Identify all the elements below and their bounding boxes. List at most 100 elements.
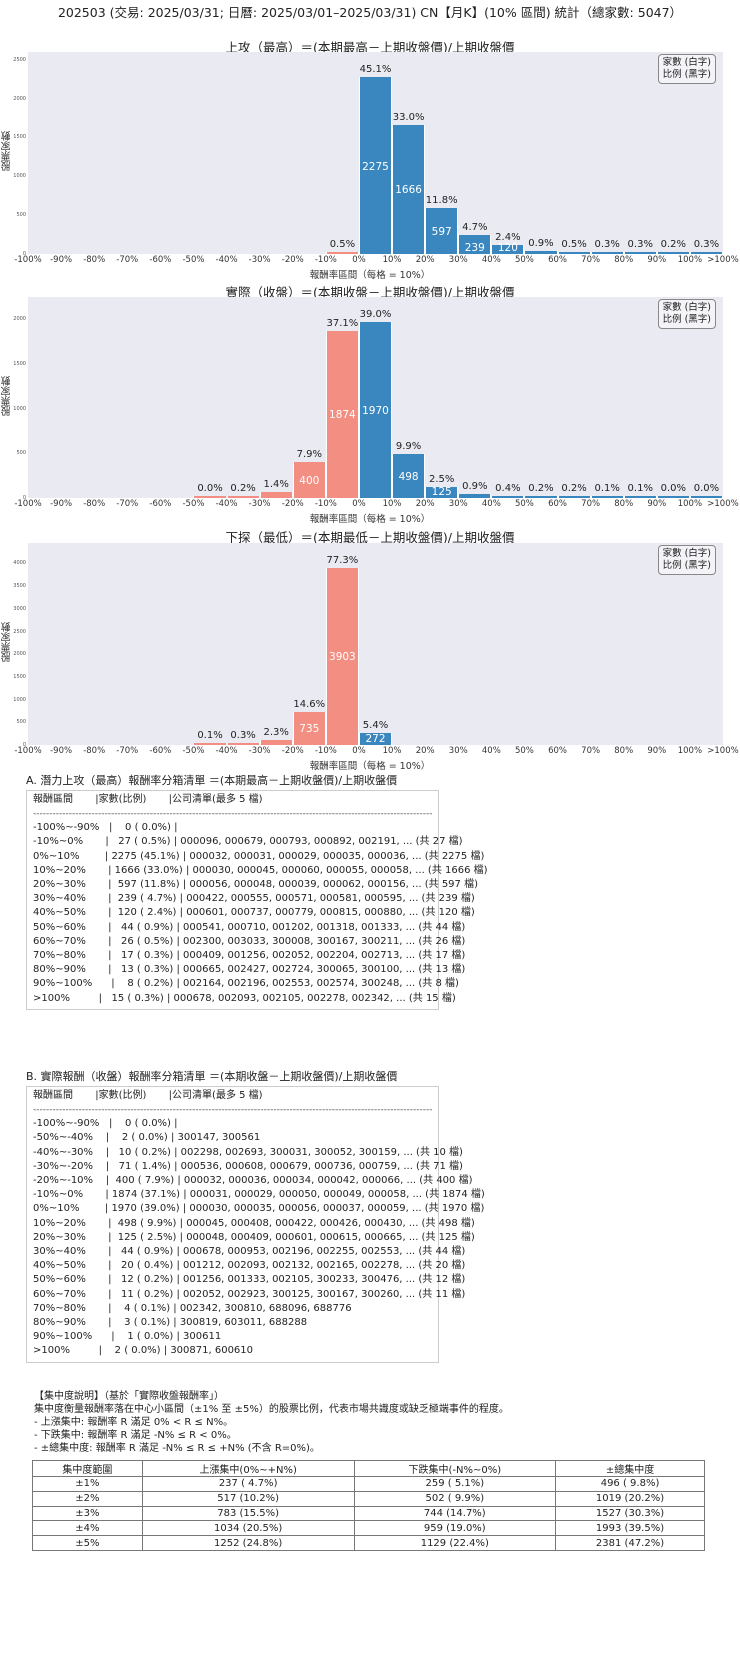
legend-count-text: 家數 (白字) [662, 57, 711, 68]
list-row: 50%~60% | 44 ( 0.9%) | 000541, 000710, 0… [33, 921, 466, 933]
table-cell: ±2% [32, 1490, 143, 1507]
bar-percent-label: 0.2% [660, 239, 687, 250]
bar-percent-label: 0.3% [594, 239, 620, 250]
x-tick: 40% [481, 255, 501, 265]
bar-count-label: 1970 [362, 405, 389, 418]
table-cell: 1527 (30.3%) [555, 1505, 705, 1522]
x-tick: -20% [281, 255, 304, 265]
bar-count-label: 400 [299, 475, 320, 488]
list-row: -50%~-40% | 2 ( 0.0%) | 300147, 300561 [33, 1132, 261, 1144]
histogram-bar [590, 252, 624, 254]
x-tick: 30% [448, 746, 468, 756]
table-cell: ±5% [32, 1535, 143, 1551]
y-tick: 1500 [13, 673, 26, 680]
bar-percent-label: 9.9% [395, 440, 422, 452]
table-cell: 1129 (22.4%) [353, 1535, 557, 1551]
x-tick: -30% [248, 255, 271, 265]
bar-percent-label: 0.2% [561, 483, 587, 494]
list-row: 60%~70% | 26 ( 0.5%) | 002300, 003033, 3… [33, 935, 466, 947]
bar-percent-label: 0.2% [230, 483, 256, 494]
list-row: -20%~-10% | 400 ( 7.9%) | 000032, 000036… [33, 1175, 473, 1187]
histogram-bar [524, 496, 558, 498]
x-tick: -70% [116, 255, 139, 265]
histogram-bar [623, 252, 657, 254]
section-a-list: 報酬區間 |家數(比例) |公司清單(最多 5 檔) -------------… [26, 790, 488, 1010]
x-tick: >100% [707, 746, 739, 756]
x-tick: 30% [448, 255, 468, 265]
y-tick: 2000 [13, 95, 26, 102]
legend-count-text: 家數 (白字) [662, 302, 711, 313]
x-tick: 50% [514, 746, 534, 756]
table-cell: ±1% [32, 1476, 143, 1492]
table-cell: ±4% [32, 1520, 143, 1537]
bar-percent-label: 2.5% [428, 473, 455, 485]
list-row: >100% | 15 ( 0.3%) | 000678, 002093, 002… [33, 992, 456, 1004]
table-cell: 1993 (39.5%) [555, 1520, 705, 1537]
y-tick: 0 [22, 251, 26, 257]
histogram-bar [491, 496, 525, 498]
x-tick: -50% [182, 255, 205, 265]
bar-count-label: 272 [365, 733, 386, 745]
table-row: ±2% 517 (10.2%) 502 ( 9.9%) 1019 (20.2%) [32, 1490, 705, 1507]
legend-box: 家數 (白字) 比例 (黑字) [657, 545, 716, 575]
x-tick: 80% [614, 746, 634, 756]
table-cell: 959 (19.0%) [353, 1520, 557, 1537]
legend-ratio-text: 比例 (黑字) [662, 560, 711, 571]
table-cell: 237 ( 4.7%) [141, 1476, 355, 1492]
y-tick: 2000 [13, 651, 26, 658]
x-tick: -80% [83, 255, 106, 265]
list-divider: ----------------------------------------… [33, 809, 432, 820]
chart-title: 下探（最低）＝(本期最低－上期收盤價)/上期收盤價 [225, 530, 515, 545]
table-cell: ±3% [32, 1505, 143, 1522]
table-row: ±1% 237 ( 4.7%) 259 ( 5.1%) 496 ( 9.8%) [32, 1476, 705, 1492]
histogram-bar [656, 252, 690, 254]
list-row: 10%~20% | 498 ( 9.9%) | 000045, 000408, … [33, 1217, 475, 1229]
bar-count-label: 735 [299, 723, 320, 736]
y-tick: 2500 [13, 56, 26, 63]
histogram-bar [689, 252, 723, 254]
x-tick: -30% [248, 499, 271, 509]
bar-percent-label: 11.8% [425, 194, 458, 206]
list-row: -30%~-20% | 71 ( 1.4%) | 000536, 000608,… [33, 1160, 463, 1172]
bar-percent-label: 0.4% [495, 483, 521, 494]
column-header: 上漲集中(0%~+N%) [141, 1460, 355, 1477]
legend-count-text: 家數 (白字) [662, 548, 711, 559]
histogram-bar [259, 491, 293, 498]
x-tick: -50% [182, 499, 205, 509]
x-tick: -90% [50, 746, 73, 756]
legend-ratio-text: 比例 (黑字) [662, 314, 711, 325]
histogram-bar [193, 743, 227, 745]
list-row: 50%~60% | 12 ( 0.2%) | 001256, 001333, 0… [33, 1274, 466, 1286]
list-row: 70%~80% | 4 ( 0.1%) | 002342, 300810, 68… [33, 1302, 352, 1314]
bar-percent-label: 0.0% [693, 483, 720, 494]
plot-area: 0.0% 0.2% 1.4% 7.9% 400 37.1% 1874 39.0% 1970 9.9… [28, 297, 723, 498]
x-tick: -100% [14, 499, 42, 509]
histogram-bar [392, 124, 426, 254]
table-cell: 783 (15.5%) [141, 1505, 355, 1522]
list-row: -10%~0% | 1874 (37.1%) | 000031, 000029,… [33, 1189, 485, 1201]
bar-percent-label: 39.0% [359, 309, 392, 321]
column-header: 集中度範圍 [32, 1460, 143, 1477]
concentration-explanation: 【集中度說明】（基於「實際收盤報酬率」） 集中度衡量報酬率落在中心小區間（±1%… [34, 1390, 509, 1455]
histogram-bar [259, 739, 293, 745]
list-row: 0%~10% | 2275 (45.1%) | 000032, 000031, … [33, 850, 485, 862]
bar-percent-label: 14.6% [293, 698, 326, 710]
bar-percent-label: 0.9% [528, 237, 554, 249]
x-tick: -40% [215, 499, 238, 509]
x-axis-label: 報酬率區間（每格 = 10%） [309, 761, 431, 772]
x-tick: >100% [707, 255, 739, 265]
x-tick: 70% [581, 499, 601, 509]
bar-percent-label: 0.5% [329, 238, 356, 250]
x-tick: -100% [14, 746, 42, 756]
x-tick: 40% [481, 499, 501, 509]
histogram-bar [557, 496, 591, 498]
histogram-bar [325, 567, 359, 745]
x-tick: -70% [116, 499, 139, 509]
list-row: 10%~20% | 1666 (33.0%) | 000030, 000045,… [33, 864, 488, 876]
bar-count-label: 2275 [362, 160, 389, 173]
y-tick: 2000 [13, 316, 26, 323]
table-cell: 1034 (20.5%) [141, 1520, 355, 1537]
section-a: A. 潛力上攻（最高）報酬率分箱清單 ＝(本期最高－上期收盤價)/上期收盤價 報… [26, 772, 488, 1010]
bar-percent-label: 0.3% [627, 239, 653, 250]
explanation-line: 集中度衡量報酬率落在中心小區間（±1% 至 ±5%）的股票比例，代表市場共識度或… [34, 1404, 509, 1415]
